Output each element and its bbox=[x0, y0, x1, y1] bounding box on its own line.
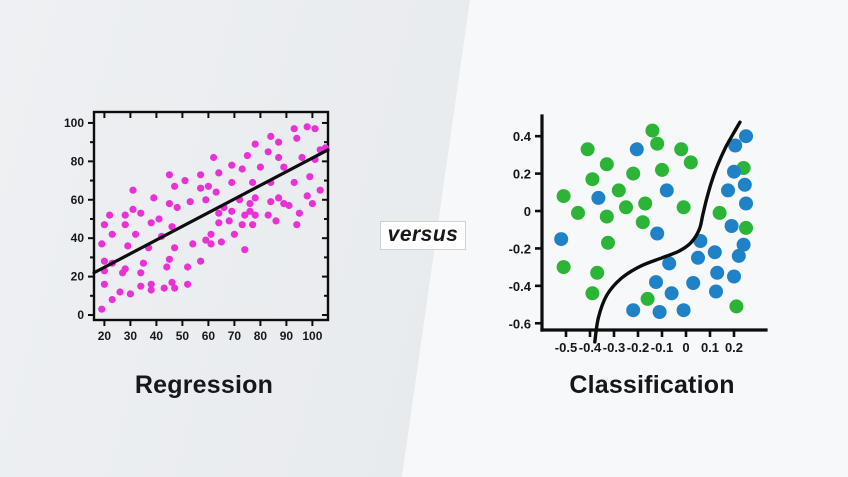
classification-chart: -0.5 -0.4 -0.3 -0.2 -0.1 0 0.1 0.2 0.4 0.2 0 -0.2 -0… bbox=[505, 100, 805, 355]
svg-text:60: 60 bbox=[202, 329, 216, 343]
svg-text:0: 0 bbox=[682, 340, 689, 355]
svg-text:20: 20 bbox=[71, 270, 85, 284]
svg-text:-0.6: -0.6 bbox=[509, 316, 531, 331]
svg-text:0.2: 0.2 bbox=[725, 340, 743, 355]
svg-text:0: 0 bbox=[77, 308, 84, 322]
svg-text:0.1: 0.1 bbox=[701, 340, 719, 355]
svg-text:40: 40 bbox=[150, 329, 164, 343]
svg-text:80: 80 bbox=[254, 329, 268, 343]
classification-ticks bbox=[535, 134, 736, 337]
decision-boundary-curve bbox=[593, 120, 742, 344]
svg-text:0.2: 0.2 bbox=[513, 167, 531, 182]
regression-trend-line bbox=[92, 148, 330, 275]
svg-text:100: 100 bbox=[64, 116, 84, 130]
svg-text:-0.1: -0.1 bbox=[651, 340, 673, 355]
regression-axes bbox=[92, 110, 330, 322]
svg-text:20: 20 bbox=[98, 329, 112, 343]
regression-ticks bbox=[88, 112, 328, 326]
regression-scatter-plot: 20 30 40 50 60 70 80 90 100 0 20 40 60 80 100 bbox=[64, 110, 330, 343]
svg-text:-0.5: -0.5 bbox=[555, 340, 577, 355]
regression-title: Regression bbox=[134, 371, 274, 399]
class-b-blue-points bbox=[554, 129, 753, 319]
regression-data-points bbox=[98, 123, 329, 313]
svg-text:-0.2: -0.2 bbox=[509, 241, 531, 256]
classification-title: Classification bbox=[569, 371, 735, 399]
svg-text:60: 60 bbox=[71, 193, 85, 207]
svg-text:50: 50 bbox=[176, 329, 190, 343]
svg-text:-0.4: -0.4 bbox=[509, 279, 532, 294]
regression-chart: 20 30 40 50 60 70 80 90 100 0 20 40 60 80 100 bbox=[56, 98, 348, 354]
versus-badge: versus bbox=[380, 221, 466, 250]
classification-scatter-plot: -0.5 -0.4 -0.3 -0.2 -0.1 0 0.1 0.20.40.20-0.2-0… bbox=[509, 114, 768, 355]
svg-text:100: 100 bbox=[302, 329, 322, 343]
svg-text:-0.2: -0.2 bbox=[627, 340, 649, 355]
svg-text:0: 0 bbox=[524, 204, 531, 219]
svg-text:70: 70 bbox=[228, 329, 242, 343]
svg-text:30: 30 bbox=[124, 329, 138, 343]
classification-tick-labels: -0.5 -0.4 -0.3 -0.2 -0.1 0 0.1 0.20.40.20-0.2-0… bbox=[509, 129, 743, 355]
svg-text:80: 80 bbox=[71, 154, 85, 168]
classification-axes bbox=[540, 114, 768, 332]
class-a-green-points bbox=[556, 123, 753, 314]
versus-label: versus bbox=[387, 223, 459, 246]
svg-text:40: 40 bbox=[71, 231, 85, 245]
regression-tick-labels: 20 30 40 50 60 70 80 90 100 0 20 40 60 80 100 bbox=[64, 116, 323, 343]
svg-text:-0.3: -0.3 bbox=[603, 340, 625, 355]
svg-text:90: 90 bbox=[280, 329, 294, 343]
svg-text:0.4: 0.4 bbox=[513, 129, 532, 144]
svg-text:-0.4: -0.4 bbox=[579, 340, 602, 355]
